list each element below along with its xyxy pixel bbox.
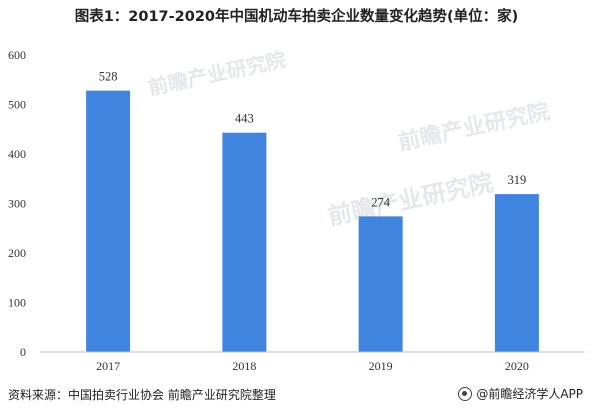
x-axis: 2017 2018 2019 2020 (96, 359, 529, 373)
y-tick-label: 300 (8, 197, 26, 211)
y-tick-label: 100 (8, 296, 26, 310)
brand-label: @前瞻经济学人APP (458, 385, 583, 402)
source-note: 资料来源：中国拍卖行业协会 前瞻产业研究院整理 (8, 388, 276, 402)
logo-icon (458, 386, 473, 401)
data-label-2017: 528 (99, 70, 118, 84)
x-tick-label-2017: 2017 (96, 359, 120, 373)
bar-2019 (358, 216, 403, 352)
chart-title: 图表1：2017-2020年中国机动车拍卖企业数量变化趋势(单位：家) (74, 9, 519, 25)
bar-2018 (222, 132, 267, 352)
data-label-2018: 443 (235, 112, 254, 126)
bar-2020 (494, 194, 539, 352)
watermark-1: 前瞻产业研究院 (146, 47, 288, 100)
watermark-layer: 前瞻产业研究院 前瞻产业研究院 前瞻产业研究院 (146, 47, 552, 231)
data-label-2019: 274 (371, 195, 391, 209)
y-axis: 0 100 200 300 400 500 600 (8, 48, 26, 359)
data-label-2020: 319 (508, 173, 527, 187)
watermark-3: 前瞻产业研究院 (396, 98, 552, 155)
y-tick-label: 500 (8, 98, 26, 112)
bars-group: 528 443 274 319 (86, 70, 539, 352)
y-tick-label: 600 (8, 48, 26, 62)
x-tick-label-2019: 2019 (369, 359, 393, 373)
x-tick-label-2018: 2018 (232, 359, 256, 373)
y-tick-label: 400 (8, 147, 26, 161)
y-tick-label: 0 (20, 345, 26, 359)
bar-2017 (86, 90, 131, 352)
brand-text: @前瞻经济学人APP (476, 387, 583, 401)
watermark-2: 前瞻产业研究院 (325, 169, 495, 231)
x-tick-label-2020: 2020 (505, 359, 529, 373)
y-tick-label: 200 (8, 246, 26, 260)
